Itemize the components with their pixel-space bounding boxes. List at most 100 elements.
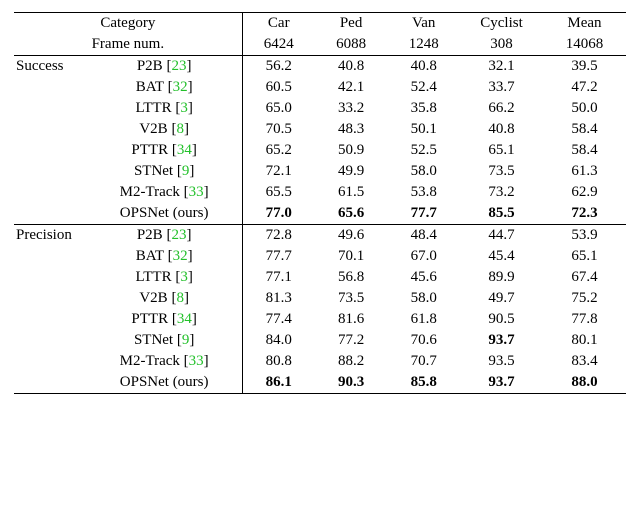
value-cell: 70.1 <box>315 246 388 267</box>
header-category: Category <box>14 13 242 35</box>
value-cell: 49.7 <box>460 288 543 309</box>
value-cell: 53.8 <box>387 182 460 203</box>
value-cell: 85.8 <box>387 372 460 394</box>
value-cell: 32.1 <box>460 56 543 78</box>
citation: 32 <box>168 248 193 264</box>
method-name: BAT 32 <box>87 246 243 267</box>
value-cell: 93.7 <box>460 330 543 351</box>
value-cell: 93.5 <box>460 351 543 372</box>
value-cell: 77.0 <box>242 203 315 225</box>
value-cell: 58.0 <box>387 161 460 182</box>
value-cell: 83.4 <box>543 351 626 372</box>
method-name: STNet 9 <box>87 161 243 182</box>
citation: 3 <box>175 269 193 285</box>
value-cell: 85.5 <box>460 203 543 225</box>
value-cell: 80.1 <box>543 330 626 351</box>
citation: 8 <box>171 121 189 137</box>
citation: 33 <box>184 353 209 369</box>
section-label: Precision <box>14 225 87 247</box>
value-cell: 60.5 <box>242 77 315 98</box>
value-cell: 53.9 <box>543 225 626 247</box>
value-cell: 48.4 <box>387 225 460 247</box>
header-col: Cyclist <box>460 13 543 35</box>
value-cell: 39.5 <box>543 56 626 78</box>
value-cell: 67.0 <box>387 246 460 267</box>
citation: 32 <box>168 79 193 95</box>
value-cell: 73.2 <box>460 182 543 203</box>
value-cell: 73.5 <box>315 288 388 309</box>
value-cell: 56.8 <box>315 267 388 288</box>
value-cell: 93.7 <box>460 372 543 394</box>
section-label: Success <box>14 56 87 78</box>
header-col: Ped <box>315 13 388 35</box>
citation: 3 <box>175 100 193 116</box>
value-cell: 86.1 <box>242 372 315 394</box>
method-name: BAT 32 <box>87 77 243 98</box>
method-name: OPSNet (ours) <box>87 372 243 394</box>
method-name: V2B 8 <box>87 288 243 309</box>
value-cell: 50.9 <box>315 140 388 161</box>
value-cell: 50.0 <box>543 98 626 119</box>
method-name: OPSNet (ours) <box>87 203 243 225</box>
value-cell: 70.6 <box>387 330 460 351</box>
value-cell: 67.4 <box>543 267 626 288</box>
value-cell: 89.9 <box>460 267 543 288</box>
value-cell: 66.2 <box>460 98 543 119</box>
citation: 34 <box>172 311 197 327</box>
value-cell: 70.7 <box>387 351 460 372</box>
header-frame: 6424 <box>242 34 315 56</box>
value-cell: 65.2 <box>242 140 315 161</box>
value-cell: 75.2 <box>543 288 626 309</box>
value-cell: 52.5 <box>387 140 460 161</box>
value-cell: 72.8 <box>242 225 315 247</box>
header-frame: 1248 <box>387 34 460 56</box>
value-cell: 61.8 <box>387 309 460 330</box>
value-cell: 45.6 <box>387 267 460 288</box>
value-cell: 33.7 <box>460 77 543 98</box>
method-name: V2B 8 <box>87 119 243 140</box>
header-col: Mean <box>543 13 626 35</box>
method-name: P2B 23 <box>87 56 243 78</box>
header-col: Van <box>387 13 460 35</box>
method-name: PTTR 34 <box>87 309 243 330</box>
citation: 9 <box>177 332 195 348</box>
value-cell: 40.8 <box>315 56 388 78</box>
method-name: M2-Track 33 <box>87 182 243 203</box>
method-name: STNet 9 <box>87 330 243 351</box>
value-cell: 62.9 <box>543 182 626 203</box>
value-cell: 77.7 <box>387 203 460 225</box>
header-frame-label: Frame num. <box>14 34 242 56</box>
value-cell: 65.5 <box>242 182 315 203</box>
value-cell: 61.3 <box>543 161 626 182</box>
value-cell: 88.2 <box>315 351 388 372</box>
header-frame: 14068 <box>543 34 626 56</box>
value-cell: 50.1 <box>387 119 460 140</box>
value-cell: 73.5 <box>460 161 543 182</box>
value-cell: 40.8 <box>387 56 460 78</box>
value-cell: 58.4 <box>543 140 626 161</box>
value-cell: 65.1 <box>460 140 543 161</box>
value-cell: 77.2 <box>315 330 388 351</box>
value-cell: 58.0 <box>387 288 460 309</box>
value-cell: 77.8 <box>543 309 626 330</box>
value-cell: 56.2 <box>242 56 315 78</box>
method-name: LTTR 3 <box>87 98 243 119</box>
value-cell: 77.7 <box>242 246 315 267</box>
citation: 23 <box>166 58 191 74</box>
method-name: PTTR 34 <box>87 140 243 161</box>
citation: 8 <box>171 290 189 306</box>
value-cell: 84.0 <box>242 330 315 351</box>
value-cell: 81.6 <box>315 309 388 330</box>
header-frame: 308 <box>460 34 543 56</box>
citation: 9 <box>177 163 195 179</box>
value-cell: 90.3 <box>315 372 388 394</box>
value-cell: 35.8 <box>387 98 460 119</box>
value-cell: 70.5 <box>242 119 315 140</box>
value-cell: 80.8 <box>242 351 315 372</box>
value-cell: 48.3 <box>315 119 388 140</box>
value-cell: 61.5 <box>315 182 388 203</box>
value-cell: 90.5 <box>460 309 543 330</box>
value-cell: 72.1 <box>242 161 315 182</box>
value-cell: 47.2 <box>543 77 626 98</box>
value-cell: 42.1 <box>315 77 388 98</box>
